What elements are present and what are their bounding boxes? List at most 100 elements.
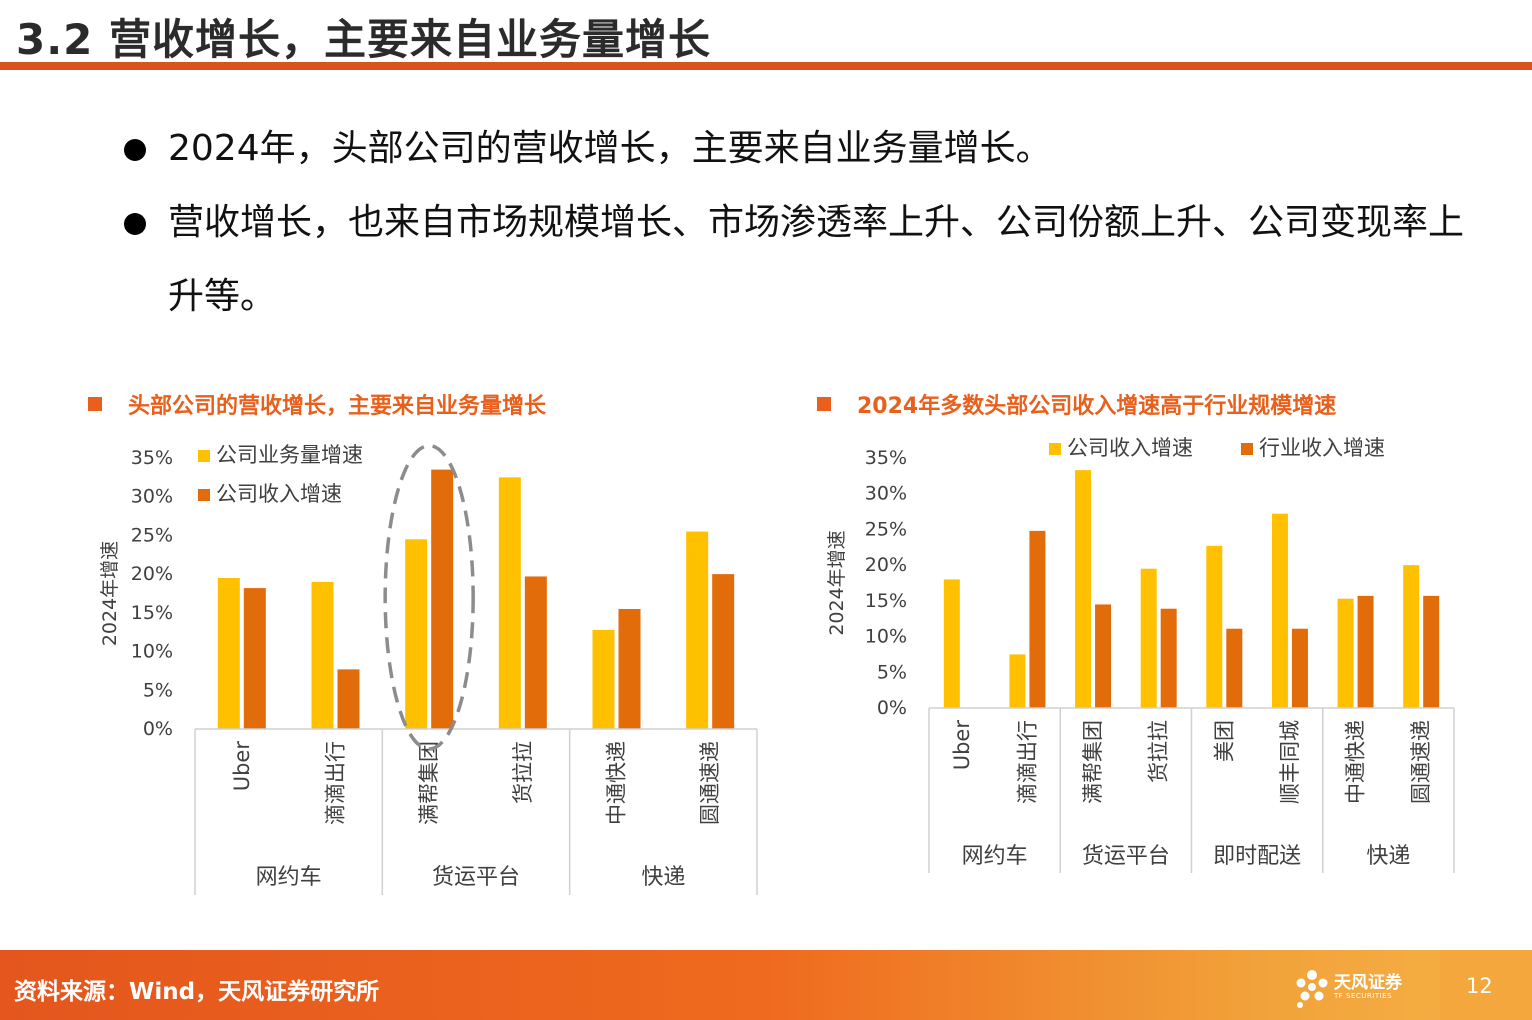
y-tick-label: 5% — [143, 679, 173, 701]
legend-swatch — [198, 489, 210, 501]
flower-logo-icon — [1296, 970, 1328, 1008]
bar-series-2 — [1029, 530, 1046, 708]
y-tick-label: 25% — [865, 518, 907, 540]
y-tick-label: 0% — [877, 697, 907, 719]
y-tick-label: 5% — [877, 661, 907, 683]
bar-series-2 — [1423, 595, 1440, 708]
group-label: 即时配送 — [1213, 844, 1301, 869]
group-label: 货运平台 — [432, 865, 520, 890]
bar-series-1 — [217, 578, 240, 729]
chart-2-company-vs-industry: 0% 5% 10% 15% 20% 25% 30% 35% 2024年增速 Uber 滴滴出行 满帮集… — [826, 436, 1455, 873]
legend-label: 公司业务量增速 — [216, 443, 363, 467]
y-tick-label: 0% — [143, 718, 173, 740]
page-number: 12 — [1466, 974, 1493, 998]
footer-source: 资料来源：Wind，天风证券研究所 — [14, 979, 380, 1005]
legend-label: 公司收入增速 — [216, 482, 342, 506]
y-tick-label: 25% — [131, 524, 173, 546]
chart-2-title: 2024年多数头部公司收入增速高于行业规模增速 — [857, 394, 1337, 419]
legend-label: 公司收入增速 — [1067, 436, 1193, 460]
bar-series-1 — [311, 581, 334, 729]
bar-series-1 — [1271, 513, 1288, 708]
y-axis-label: 2024年增速 — [826, 530, 848, 635]
legend-label: 行业收入增速 — [1259, 436, 1385, 460]
bar-series-1 — [405, 539, 428, 729]
bar-series-2 — [1291, 628, 1308, 708]
y-tick-label: 20% — [865, 554, 907, 576]
bullet-text: 2024年，头部公司的营收增长，主要来自业务量增长。 — [168, 128, 1052, 169]
y-axis-label: 2024年增速 — [99, 541, 121, 646]
bullet-dot-icon — [124, 139, 146, 161]
bar-series-2 — [337, 669, 360, 729]
group-label: 网约车 — [256, 865, 322, 890]
category-label: 圆通速递 — [1409, 720, 1433, 804]
logo-sub: TF SECURITIES — [1334, 992, 1393, 1000]
legend-swatch — [1241, 443, 1253, 455]
chart-1-volume-vs-revenue: 0% 5% 10% 15% 20% 25% 30% 35% 2024年增速 Uber 滴滴出行 满帮集… — [99, 443, 758, 895]
bar-series-1 — [498, 477, 521, 729]
bar-series-1 — [592, 629, 615, 729]
bullet-text: 营收增长，也来自市场规模增长、市场渗透率上升、公司份额上升、公司变现率上升等。 — [168, 202, 1465, 317]
bar-series-1 — [1075, 470, 1092, 708]
bar-series-1 — [943, 579, 960, 708]
category-label: Uber — [230, 741, 254, 792]
y-tick-label: 30% — [131, 486, 173, 508]
bullet-list: 2024年，头部公司的营收增长，主要来自业务量增长。 营收增长，也来自市场规模增… — [124, 112, 1484, 334]
title-rule — [0, 62, 1532, 70]
tf-logo: 天风证券 TF SECURITIES — [1292, 966, 1412, 1010]
bar-series-1 — [1009, 654, 1026, 708]
bar-series-2 — [243, 588, 266, 729]
bar-series-2 — [1357, 595, 1374, 708]
bar-series-2 — [712, 574, 735, 729]
chart-1-title-wrap: 头部公司的营收增长，主要来自业务量增长 — [88, 388, 546, 420]
footer-bar: 资料来源：Wind，天风证券研究所 天风证券 TF SECURITIES 12 — [0, 950, 1532, 1020]
category-label: 货拉拉 — [1147, 720, 1171, 783]
category-label: 货拉拉 — [511, 741, 535, 804]
group-label: 快递 — [1366, 844, 1410, 869]
group-label: 货运平台 — [1082, 844, 1170, 869]
bar-series-1 — [1337, 598, 1354, 708]
bar-series-1 — [1403, 565, 1420, 708]
category-label: 美团 — [1212, 720, 1236, 762]
bar-series-2 — [618, 608, 641, 729]
chart-1-title: 头部公司的营收增长，主要来自业务量增长 — [128, 394, 547, 419]
group-label: 快递 — [641, 865, 685, 890]
slide-title: 3.2 营收增长，主要来自业务量增长 — [16, 15, 712, 64]
chart-title-square-icon — [817, 397, 831, 411]
group-label: 网约车 — [962, 844, 1028, 869]
bullet-dot-icon — [124, 213, 146, 235]
category-label: 中通快递 — [1344, 720, 1368, 804]
bar-series-1 — [686, 531, 709, 729]
y-tick-label: 30% — [865, 483, 907, 505]
y-tick-label: 10% — [865, 626, 907, 648]
chart-title-square-icon — [88, 397, 102, 411]
category-label: 中通快递 — [605, 741, 629, 825]
category-label: 满帮集团 — [417, 741, 441, 825]
bar-series-2 — [1226, 628, 1243, 708]
legend-swatch — [198, 450, 210, 462]
bar-series-2 — [1095, 604, 1112, 708]
bar-series-2 — [524, 576, 547, 729]
bullet-item: 2024年，头部公司的营收增长，主要来自业务量增长。 — [124, 112, 1484, 186]
y-tick-label: 10% — [131, 641, 173, 663]
y-tick-label: 35% — [131, 447, 173, 469]
page-number-box — [1440, 950, 1532, 1020]
bullet-item: 营收增长，也来自市场规模增长、市场渗透率上升、公司份额上升、公司变现率上升等。 — [124, 186, 1484, 334]
bar-series-1 — [1206, 545, 1223, 708]
category-label: 顺丰同城 — [1278, 720, 1302, 804]
bar-series-2 — [1160, 608, 1177, 708]
bar-series-1 — [1140, 568, 1157, 708]
y-tick-label: 15% — [865, 590, 907, 612]
y-tick-label: 15% — [131, 602, 173, 624]
category-label: Uber — [950, 720, 974, 771]
chart-2-title-wrap: 2024年多数头部公司收入增速高于行业规模增速 — [817, 388, 1336, 420]
category-label: 圆通速递 — [698, 741, 722, 825]
category-label: 满帮集团 — [1081, 720, 1105, 804]
logo-name: 天风证券 — [1334, 973, 1402, 993]
bar-series-2 — [431, 469, 454, 729]
y-tick-label: 20% — [131, 563, 173, 585]
y-tick-label: 35% — [865, 447, 907, 469]
category-label: 滴滴出行 — [324, 741, 348, 825]
legend-swatch — [1049, 443, 1061, 455]
category-label: 滴滴出行 — [1015, 720, 1039, 804]
highlight-ellipse — [383, 443, 475, 751]
